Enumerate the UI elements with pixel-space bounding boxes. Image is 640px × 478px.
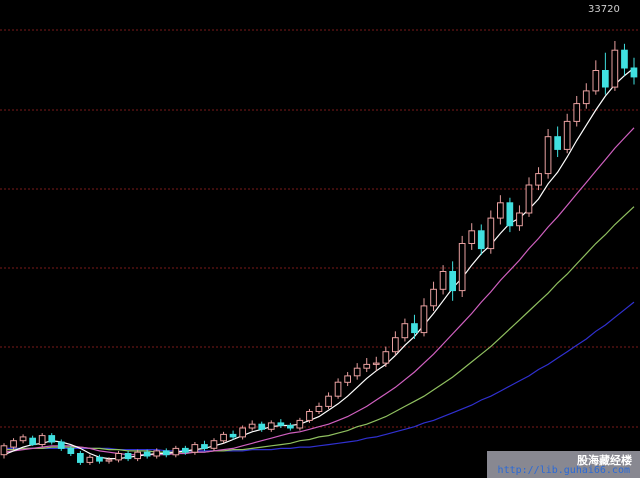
candle-body-56 [535, 173, 542, 186]
watermark-url: http://lib.guhai66.com [497, 465, 630, 476]
candle-body-21 [201, 444, 208, 449]
candle-body-34 [325, 395, 332, 407]
candle-body-4 [38, 435, 46, 446]
candle-body-66 [630, 67, 638, 78]
candle-body-32 [306, 411, 313, 421]
candle-body-41 [392, 337, 399, 353]
candle-body-19 [182, 447, 189, 453]
candle-body-25 [239, 427, 247, 438]
candle-body-10 [96, 456, 103, 462]
candle-body-44 [420, 305, 428, 334]
candle-body-2 [19, 436, 27, 442]
candle-body-27 [258, 423, 266, 430]
candle-body-28 [267, 422, 275, 430]
candle-body-58 [554, 136, 561, 150]
candle-body-63 [602, 70, 609, 88]
candle-body-48 [458, 243, 466, 292]
candle-body-38 [363, 363, 371, 369]
candle-body-20 [191, 444, 199, 453]
candle-body-7 [67, 447, 75, 454]
candle-body-33 [315, 405, 323, 412]
candle-body-64 [611, 49, 619, 88]
candle-body-51 [487, 217, 495, 250]
candle-body-6 [57, 441, 65, 449]
candle-body-14 [134, 451, 142, 460]
candle-body-13 [124, 453, 132, 460]
ma-mid-line [3, 127, 635, 456]
candle-body-57 [544, 136, 552, 175]
candle-body-61 [582, 90, 590, 105]
candle-body-15 [143, 451, 151, 457]
candle-body-0 [0, 445, 8, 456]
watermark: 股海藏经楼 http://lib.guhai66.com [487, 451, 640, 478]
candle-body-31 [296, 419, 304, 429]
candle-body-54 [516, 212, 523, 227]
candle-body-30 [287, 425, 294, 429]
candle-body-42 [401, 323, 409, 339]
candle-body-62 [592, 70, 600, 92]
candle-body-46 [439, 271, 447, 290]
candle-body-49 [468, 230, 476, 245]
candle-body-22 [210, 440, 218, 449]
candle-body-8 [77, 453, 84, 463]
candle-body-35 [334, 381, 342, 397]
candle-body-40 [382, 351, 390, 364]
candle-body-43 [411, 323, 418, 334]
candle-body-37 [353, 367, 361, 377]
candle-body-50 [477, 230, 485, 250]
candle-body-59 [563, 120, 571, 150]
candle-body-55 [525, 184, 533, 214]
ma-long-line [4, 206, 635, 453]
candle-body-39 [372, 362, 380, 365]
candle-body-53 [506, 202, 514, 227]
candle-body-65 [621, 49, 628, 69]
candle-body-26 [248, 423, 256, 429]
ma-longest-line [4, 301, 635, 452]
candle-body-47 [449, 271, 456, 292]
watermark-title: 股海藏经楼 [577, 454, 632, 467]
candle-body-23 [220, 433, 227, 442]
candle-body-60 [573, 103, 581, 122]
candle-body-12 [115, 453, 122, 461]
peak-price-label: 33720 [588, 4, 620, 15]
ma-short-line [3, 67, 635, 460]
candle-body-11 [105, 459, 113, 462]
candle-body-3 [29, 437, 36, 446]
candle-body-36 [344, 375, 351, 383]
candle-body-9 [86, 456, 94, 463]
candle-body-17 [162, 450, 170, 456]
candle-body-45 [430, 288, 437, 307]
candle-body-16 [153, 450, 161, 457]
candle-body-52 [497, 202, 504, 219]
candle-body-24 [229, 433, 237, 438]
candle-body-1 [10, 440, 17, 448]
candle-body-18 [172, 447, 180, 456]
candle-body-5 [48, 435, 56, 443]
candle-body-29 [277, 422, 285, 426]
